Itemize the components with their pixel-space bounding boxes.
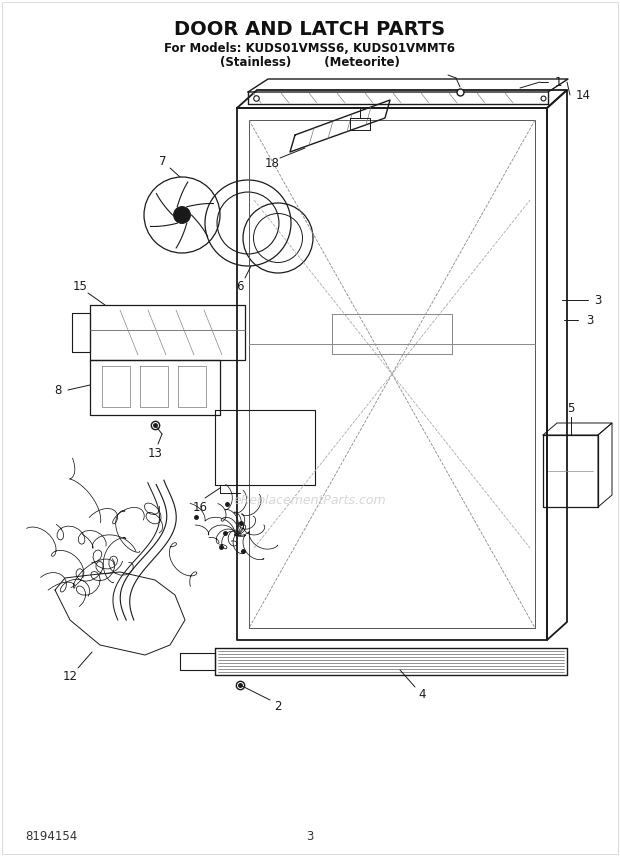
Text: 16: 16 [192, 501, 208, 514]
Text: 3: 3 [587, 313, 594, 326]
Text: 12: 12 [63, 670, 78, 683]
Text: 6: 6 [236, 281, 244, 294]
Circle shape [174, 206, 190, 223]
Text: (Stainless)        (Meteorite): (Stainless) (Meteorite) [220, 56, 400, 69]
Text: 18: 18 [265, 157, 280, 169]
Text: 1: 1 [554, 75, 562, 88]
Text: 8: 8 [55, 383, 61, 396]
Text: 4: 4 [418, 688, 426, 702]
Text: DOOR AND LATCH PARTS: DOOR AND LATCH PARTS [174, 20, 446, 39]
Text: 15: 15 [73, 280, 87, 293]
Text: 7: 7 [159, 154, 167, 168]
Text: 3: 3 [306, 829, 314, 842]
Text: 13: 13 [148, 447, 162, 460]
Text: 2: 2 [274, 699, 281, 712]
Text: 8194154: 8194154 [25, 829, 78, 842]
Text: 14: 14 [575, 88, 590, 102]
Text: For Models: KUDS01VMSS6, KUDS01VMMT6: For Models: KUDS01VMSS6, KUDS01VMMT6 [164, 42, 456, 55]
Text: 5: 5 [567, 401, 574, 414]
Text: 3: 3 [595, 294, 601, 306]
Text: eReplacementParts.com: eReplacementParts.com [234, 494, 386, 507]
